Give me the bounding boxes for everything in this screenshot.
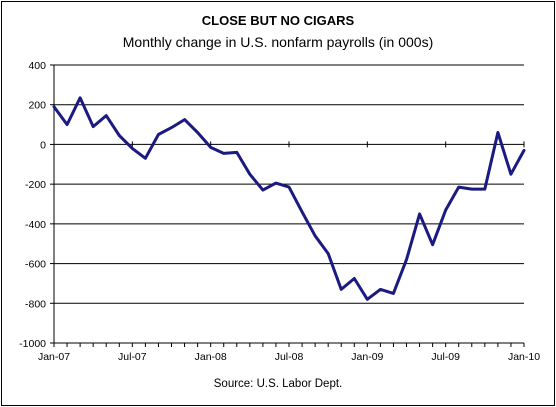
x-tick-label: Jan-09 bbox=[351, 351, 383, 363]
y-tick-label: -200 bbox=[25, 179, 46, 191]
y-tick-label: -800 bbox=[25, 298, 46, 310]
chart-title: CLOSE BUT NO CIGARS bbox=[201, 13, 355, 28]
x-tick-label: Jul-08 bbox=[275, 351, 304, 363]
x-tick-label: Jul-09 bbox=[431, 351, 460, 363]
y-tick-label: -600 bbox=[25, 259, 46, 271]
y-tick-label: 200 bbox=[28, 100, 46, 112]
y-tick-label: -400 bbox=[25, 219, 46, 231]
y-tick-label: 0 bbox=[40, 139, 46, 151]
x-tick-label: Jan-07 bbox=[38, 351, 70, 363]
chart-subtitle: Monthly change in U.S. nonfarm payrolls … bbox=[122, 34, 434, 50]
y-tick-label: 400 bbox=[28, 60, 46, 72]
y-tick-label: -1000 bbox=[19, 338, 46, 350]
series-line bbox=[52, 96, 526, 301]
x-tick-label: Jan-08 bbox=[195, 351, 227, 363]
chart-source: Source: U.S. Labor Dept. bbox=[213, 378, 343, 390]
x-tick-label: Jan-10 bbox=[508, 351, 540, 363]
x-tick-label: Jul-07 bbox=[118, 351, 147, 363]
